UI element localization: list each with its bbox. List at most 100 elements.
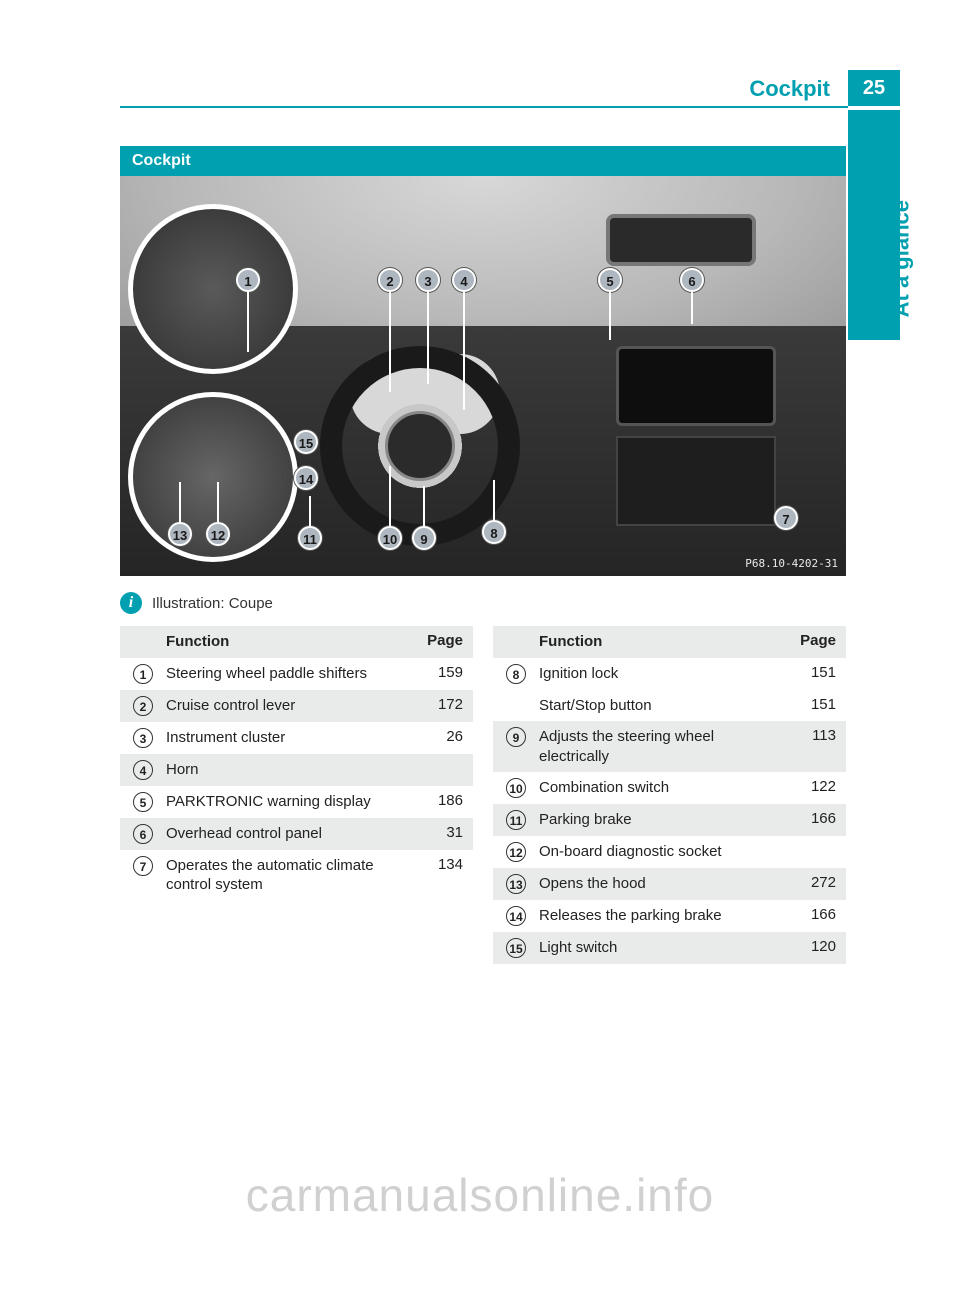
page: Cockpit 25 At a glance Cockpit 123456789… — [0, 0, 960, 1302]
row-function: Opens the hood — [533, 868, 792, 900]
function-table-right: Function Page 8 Ignition lock151Start/Sto… — [493, 626, 846, 964]
illustration-note: i Illustration: Coupe — [120, 592, 273, 614]
table-row: 15Light switch120 — [493, 932, 846, 964]
col-page: Page — [792, 626, 846, 658]
function-tables: Function Page 1 Steering wheel paddle shi… — [120, 626, 846, 964]
marker-circle: 14 — [506, 906, 526, 926]
row-marker: 4 — [120, 754, 160, 786]
row-function: Releases the parking brake — [533, 900, 792, 932]
callout-marker: 7 — [774, 506, 798, 530]
row-marker: 10 — [493, 772, 533, 804]
header-rule — [120, 106, 848, 108]
page-header: Cockpit 25 — [0, 76, 960, 108]
callout-leader-line — [691, 292, 693, 324]
callout-leader-line — [217, 482, 219, 522]
row-marker: 5 — [120, 786, 160, 818]
callout-leader-line — [179, 482, 181, 522]
callout-marker: 12 — [206, 522, 230, 546]
callout-leader-line — [427, 292, 429, 384]
table-header: Function Page — [493, 626, 846, 658]
row-page: 172 — [419, 690, 473, 722]
callout-marker: 6 — [680, 268, 704, 292]
callout-marker: 13 — [168, 522, 192, 546]
row-page: 186 — [419, 786, 473, 818]
marker-circle: 10 — [506, 778, 526, 798]
section-title-bar: Cockpit — [120, 146, 846, 176]
table-row: 6 Overhead control panel31 — [120, 818, 473, 850]
row-marker: 11 — [493, 804, 533, 836]
row-function: Steering wheel paddle shifters — [160, 658, 419, 690]
header-page-number: 25 — [848, 70, 900, 106]
row-marker: 2 — [120, 690, 160, 722]
marker-circle: 5 — [133, 792, 153, 812]
watermark: carmanualsonline.info — [0, 1168, 960, 1222]
row-page: 272 — [792, 868, 846, 900]
row-page: 31 — [419, 818, 473, 850]
row-page: 120 — [792, 932, 846, 964]
marker-circle: 2 — [133, 696, 153, 716]
marker-circle: 3 — [133, 728, 153, 748]
table-row: 4 Horn — [120, 754, 473, 786]
callout-leader-line — [247, 292, 249, 352]
row-marker: 12 — [493, 836, 533, 868]
row-function: Adjusts the steering wheel electrically — [533, 721, 792, 772]
row-function: Ignition lock — [533, 658, 792, 690]
callout-leader-line — [389, 466, 391, 526]
row-marker: 15 — [493, 932, 533, 964]
marker-circle: 4 — [133, 760, 153, 780]
illustration-center-stack — [616, 436, 776, 526]
table-row: 3Instrument cluster26 — [120, 722, 473, 754]
callout-marker: 5 — [598, 268, 622, 292]
marker-circle: 8 — [506, 664, 526, 684]
callout-leader-line — [309, 496, 311, 526]
row-page: 122 — [792, 772, 846, 804]
callout-leader-line — [423, 486, 425, 526]
callout-leader-line — [609, 292, 611, 340]
marker-circle: 7 — [133, 856, 153, 876]
marker-circle: 15 — [506, 938, 526, 958]
illustration-center-screen — [616, 346, 776, 426]
row-function: Combination switch — [533, 772, 792, 804]
marker-circle: 11 — [506, 810, 526, 830]
callout-marker: 2 — [378, 268, 402, 292]
callout-leader-line — [463, 292, 465, 410]
illustration-inset-top — [128, 204, 298, 374]
marker-circle: 1 — [133, 664, 153, 684]
row-function: Cruise control lever — [160, 690, 419, 722]
table-row: 8 Ignition lock151 — [493, 658, 846, 690]
sidebar-chapter-label: At a glance — [888, 200, 914, 317]
col-page: Page — [419, 626, 473, 658]
marker-circle: 6 — [133, 824, 153, 844]
row-function: Overhead control panel — [160, 818, 419, 850]
table-row: 9Adjusts the steering wheel electrically… — [493, 721, 846, 772]
row-page: 166 — [792, 804, 846, 836]
row-function: Start/Stop button — [533, 690, 792, 722]
row-marker: 14 — [493, 900, 533, 932]
info-icon: i — [120, 592, 142, 614]
callout-marker: 14 — [294, 466, 318, 490]
row-function: Parking brake — [533, 804, 792, 836]
row-function: Horn — [160, 754, 419, 786]
row-marker: 7 — [120, 850, 160, 901]
row-marker: 8 — [493, 658, 533, 690]
callout-marker: 11 — [298, 526, 322, 550]
table-row: Start/Stop button151 — [493, 690, 846, 722]
callout-marker: 8 — [482, 520, 506, 544]
row-function: Instrument cluster — [160, 722, 419, 754]
marker-circle: 13 — [506, 874, 526, 894]
marker-circle: 12 — [506, 842, 526, 862]
row-marker: 13 — [493, 868, 533, 900]
callout-marker: 15 — [294, 430, 318, 454]
row-page — [419, 754, 473, 786]
row-marker: 1 — [120, 658, 160, 690]
row-page: 151 — [792, 658, 846, 690]
col-function: Function — [160, 626, 419, 658]
row-function: PARKTRONIC warning display — [160, 786, 419, 818]
callout-marker: 9 — [412, 526, 436, 550]
callout-leader-line — [493, 480, 495, 520]
table-row: 10 Combination switch122 — [493, 772, 846, 804]
row-function: Operates the automatic climate control s… — [160, 850, 419, 901]
row-page: 134 — [419, 850, 473, 901]
callout-marker: 4 — [452, 268, 476, 292]
photo-reference-code: P68.10-4202-31 — [745, 557, 838, 570]
